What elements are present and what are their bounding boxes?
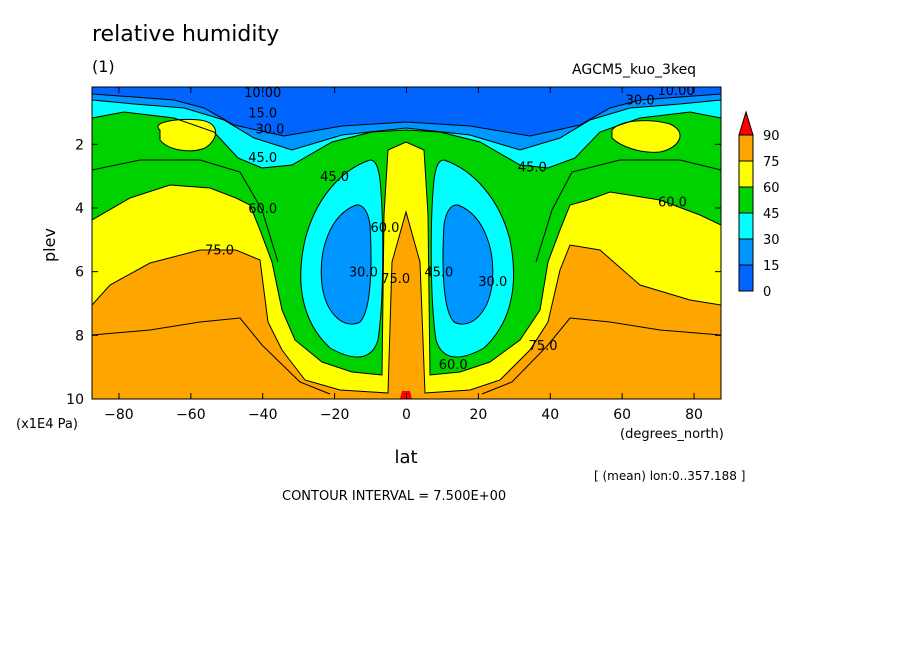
contour-line [320,204,372,325]
colorbar-label: 15 [763,259,780,274]
x-axis-unit: (degrees_north) [620,427,724,442]
y-tick-label: 4 [75,201,84,217]
contour-line [442,204,494,325]
contour-line [157,119,217,152]
field-band-15-30-north [443,204,493,325]
x-axis-label: lat [394,447,417,468]
x-tick-label: −80 [104,407,134,423]
x-tick-label: 80 [685,407,703,423]
contour-label: 10.00 [244,86,281,101]
y-axis: 2 4 6 8 10 [66,137,721,408]
contour-line [92,317,331,395]
x-tick-label: −20 [320,407,350,423]
contour-label: 45.0 [424,266,453,281]
contour-line [92,99,721,151]
contour-label: 60.0 [248,202,277,217]
contour-label: 60.0 [439,358,468,373]
contour-line [92,141,721,376]
colorbar-label: 30 [763,233,780,248]
y-tick-label: 10 [66,392,84,408]
contour-labels: 10.0015.030.045.060.075.045.030.060.075.… [205,84,695,373]
contour-line [92,93,721,137]
chart-title: relative humidity [92,22,280,47]
contour-label: 30.0 [255,122,284,137]
field-pocket-north [612,120,681,153]
contour-line [92,210,721,394]
x-tick-label: 40 [541,407,559,423]
chart-subtitle: (1) [92,57,115,76]
run-label: AGCM5_kuo_3keq [572,62,697,78]
contour-label: 75.0 [205,243,234,258]
x-tick-label: 0 [402,407,411,423]
contour-label: 15.0 [248,106,277,121]
colorbar-segment [738,264,754,292]
colorbar-segment [738,186,754,214]
contour-line [430,159,515,358]
colorbar-triangle [738,110,754,136]
field-band-0-15-upper [92,87,721,136]
contour-label: 30.0 [626,94,655,109]
colorbar-segment [738,134,754,162]
mean-note: [ (mean) lon:0..357.188 ] [594,469,746,483]
humidity-field: 10.0015.030.045.060.075.045.030.060.075.… [92,84,721,399]
contour-label: 30.0 [478,275,507,290]
colorbar-segment [738,212,754,240]
colorbar-label: 60 [763,181,780,196]
colorbar-segment [738,238,754,266]
y-axis-label: plev [40,228,59,262]
contour-lines [92,93,721,395]
x-tick-label: −40 [248,407,278,423]
contour-label: 10.00 [657,84,694,99]
contour-label: 45.0 [248,151,277,166]
field-band-15-30-south [321,204,371,325]
contour-label: 45.0 [320,170,349,185]
contour-line [481,317,721,395]
contour-line [92,111,721,169]
x-tick-label: 20 [469,407,487,423]
contour-label: 60.0 [370,221,399,236]
contour-line [92,159,279,263]
colorbar-label: 0 [763,285,771,300]
x-tick-label: 60 [613,407,631,423]
colorbar-label: 90 [763,129,780,144]
contour-line [611,120,681,153]
contour-line [535,159,721,263]
x-axis: −80 −60 −40 −20 0 20 40 60 80 [104,87,703,423]
colorbar-segment [738,160,754,188]
contour-label: 60.0 [658,196,687,211]
colorbar: 90 75 60 45 30 15 0 [738,110,780,300]
contour-line [300,159,384,358]
colorbar-label: 45 [763,207,780,222]
contour-label: 30.0 [349,266,378,281]
colorbar-label: 75 [763,155,780,170]
y-axis-unit: (x1E4 Pa) [16,417,78,432]
y-tick-label: 6 [75,265,84,281]
y-tick-label: 8 [75,328,84,344]
y-tick-label: 2 [75,137,84,153]
contour-label: 75.0 [381,272,410,287]
contour-interval: CONTOUR INTERVAL = 7.500E+00 [282,489,507,504]
contour-label: 75.0 [529,339,558,354]
x-tick-label: −60 [176,407,206,423]
contour-label: 45.0 [518,161,547,176]
